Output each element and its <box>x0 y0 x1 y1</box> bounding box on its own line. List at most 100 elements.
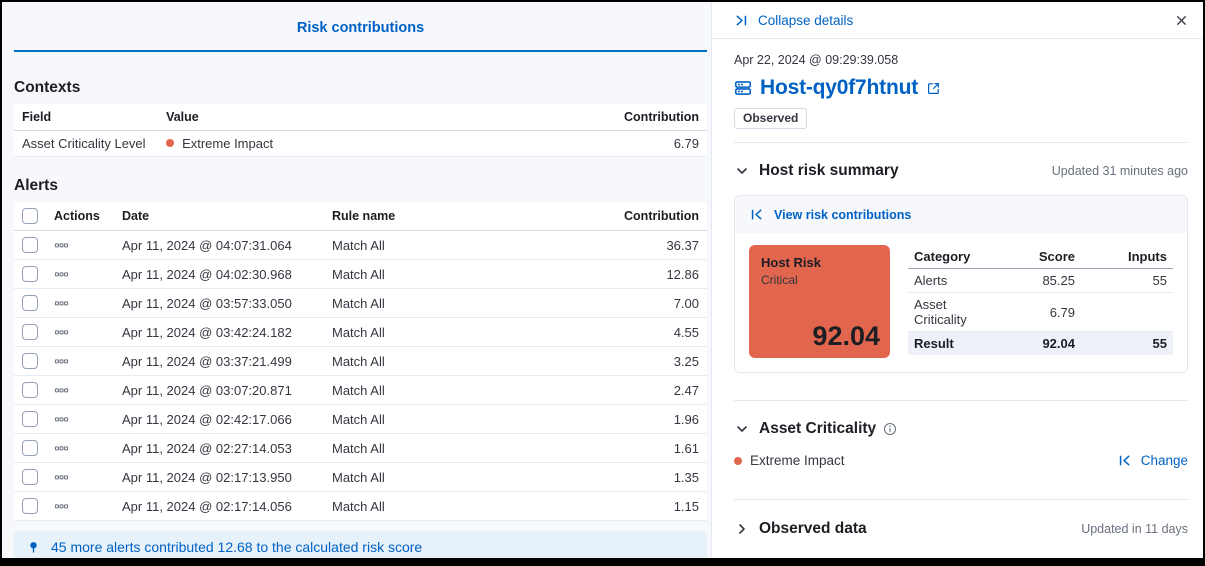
alert-date: Apr 11, 2024 @ 03:07:20.871 <box>114 375 324 405</box>
context-contribution: 6.79 <box>613 130 707 157</box>
row-actions-icon[interactable] <box>54 267 69 282</box>
divider <box>734 142 1188 143</box>
alert-row: Apr 11, 2024 @ 02:17:14.056 Match All 1.… <box>14 491 707 521</box>
host-risk-score-card: Host Risk Critical 92.04 <box>749 245 890 358</box>
row-checkbox[interactable] <box>22 266 38 282</box>
host-name-link[interactable]: Host-qy0f7htnut <box>760 76 918 99</box>
alert-rule: Match All <box>324 259 503 289</box>
alert-date: Apr 11, 2024 @ 02:17:13.950 <box>114 462 324 492</box>
observed-badge: Observed <box>734 108 808 129</box>
collapse-details-button[interactable]: Collapse details <box>734 13 853 28</box>
storage-icon <box>734 79 752 97</box>
alert-contribution: 1.61 <box>502 433 707 463</box>
risk-result-row: Result 92.04 55 <box>908 331 1173 355</box>
divider <box>734 400 1188 401</box>
row-checkbox[interactable] <box>22 295 38 311</box>
severity-dot-icon <box>734 456 742 465</box>
chevron-down-icon[interactable] <box>734 421 750 437</box>
row-checkbox[interactable] <box>22 324 38 340</box>
asset-criticality-title: Asset Criticality <box>759 420 877 437</box>
asset-criticality-row: Extreme Impact Change <box>734 453 1188 468</box>
row-actions-icon[interactable] <box>54 238 69 253</box>
alert-date: Apr 11, 2024 @ 04:07:31.064 <box>114 230 324 260</box>
alert-rule: Match All <box>324 346 503 376</box>
alert-contribution: 1.15 <box>502 491 707 521</box>
alert-rule: Match All <box>324 230 503 260</box>
alert-date: Apr 11, 2024 @ 03:42:24.182 <box>114 317 324 347</box>
alert-row: Apr 11, 2024 @ 02:42:17.066 Match All 1.… <box>14 404 707 434</box>
alert-date: Apr 11, 2024 @ 02:27:14.053 <box>114 433 324 463</box>
risk-card-level: Critical <box>761 273 798 287</box>
alerts-table: Actions Date Rule name Contribution Apr … <box>14 202 707 521</box>
risk-row: Asset Criticality 6.79 <box>908 292 1173 332</box>
alert-contribution: 1.96 <box>502 404 707 434</box>
event-timestamp: Apr 22, 2024 @ 09:29:39.058 <box>734 53 899 67</box>
risk-breakdown-table: Category Score Inputs Alerts 85.25 55 <box>908 245 1173 355</box>
alert-date: Apr 11, 2024 @ 03:37:21.499 <box>114 346 324 376</box>
alert-contribution: 1.35 <box>502 462 707 492</box>
select-all-checkbox[interactable] <box>22 208 38 224</box>
alert-row: Apr 11, 2024 @ 03:42:24.182 Match All 4.… <box>14 317 707 347</box>
row-actions-icon[interactable] <box>54 325 69 340</box>
alert-rule: Match All <box>324 375 503 405</box>
arrow-start-icon <box>1117 453 1132 468</box>
row-actions-icon[interactable] <box>54 441 69 456</box>
row-checkbox[interactable] <box>22 469 38 485</box>
alerts-col-rule: Rule name <box>324 202 503 231</box>
info-icon[interactable] <box>883 422 897 436</box>
row-actions-icon[interactable] <box>54 296 69 311</box>
alert-rule: Match All <box>324 404 503 434</box>
tab-title: Risk contributions <box>296 20 425 36</box>
row-actions-icon[interactable] <box>54 499 69 514</box>
alerts-col-date: Date <box>114 202 324 231</box>
alert-row: Apr 11, 2024 @ 04:07:31.064 Match All 36… <box>14 230 707 260</box>
row-actions-icon[interactable] <box>54 470 69 485</box>
contexts-col-field: Field <box>14 104 159 131</box>
risk-updated-text: Updated 31 minutes ago <box>1051 164 1188 178</box>
row-checkbox[interactable] <box>22 382 38 398</box>
contexts-col-value: Value <box>158 104 614 131</box>
risk-col-inputs: Inputs <box>1081 245 1173 269</box>
observed-updated-text: Updated in 11 days <box>1081 522 1188 536</box>
open-in-new-icon[interactable] <box>926 81 941 96</box>
risk-score: 92.04 <box>989 331 1081 355</box>
flyout-header: Collapse details <box>712 2 1203 39</box>
alert-row: Apr 11, 2024 @ 03:57:33.050 Match All 7.… <box>14 288 707 318</box>
arrow-end-icon <box>734 13 749 28</box>
alert-row: Apr 11, 2024 @ 03:07:20.871 Match All 2.… <box>14 375 707 405</box>
severity-dot-icon <box>166 139 175 147</box>
row-actions-icon[interactable] <box>54 383 69 398</box>
more-alerts-text: 45 more alerts contributed 12.68 to the … <box>51 539 423 555</box>
host-details-flyout: Collapse details Apr 22, 2024 @ 09:29:39… <box>711 2 1203 558</box>
view-risk-contributions-button[interactable]: View risk contributions <box>735 196 1187 233</box>
change-criticality-button[interactable]: Change <box>1117 453 1188 468</box>
alert-date: Apr 11, 2024 @ 02:17:14.056 <box>114 491 324 521</box>
close-button[interactable] <box>1174 13 1189 28</box>
row-checkbox[interactable] <box>22 353 38 369</box>
risk-contributions-panel: Risk contributions Contexts Field Value … <box>2 2 711 558</box>
more-alerts-callout: 45 more alerts contributed 12.68 to the … <box>14 531 707 558</box>
alert-row: Apr 11, 2024 @ 04:02:30.968 Match All 12… <box>14 259 707 289</box>
row-checkbox[interactable] <box>22 498 38 514</box>
row-checkbox[interactable] <box>22 237 38 253</box>
row-actions-icon[interactable] <box>54 354 69 369</box>
app-window: Risk contributions Contexts Field Value … <box>2 2 1203 558</box>
alert-row: Apr 11, 2024 @ 02:27:14.053 Match All 1.… <box>14 433 707 463</box>
chevron-down-icon[interactable] <box>734 163 750 179</box>
alert-contribution: 7.00 <box>502 288 707 318</box>
host-risk-summary-header: Host risk summary Updated 31 minutes ago <box>734 162 1188 180</box>
tab-risk-contributions[interactable]: Risk contributions <box>14 2 707 52</box>
row-checkbox[interactable] <box>22 440 38 456</box>
pin-icon <box>26 540 41 555</box>
risk-score: 6.79 <box>989 292 1081 332</box>
risk-col-score: Score <box>989 245 1081 269</box>
chevron-right-icon[interactable] <box>734 521 750 537</box>
risk-inputs: 55 <box>1081 268 1173 293</box>
row-checkbox[interactable] <box>22 411 38 427</box>
alert-rule: Match All <box>324 491 503 521</box>
alert-rule: Match All <box>324 433 503 463</box>
alert-row: Apr 11, 2024 @ 03:37:21.499 Match All 3.… <box>14 346 707 376</box>
risk-category: Alerts <box>908 268 989 293</box>
contexts-col-contribution: Contribution <box>613 104 707 131</box>
row-actions-icon[interactable] <box>54 412 69 427</box>
